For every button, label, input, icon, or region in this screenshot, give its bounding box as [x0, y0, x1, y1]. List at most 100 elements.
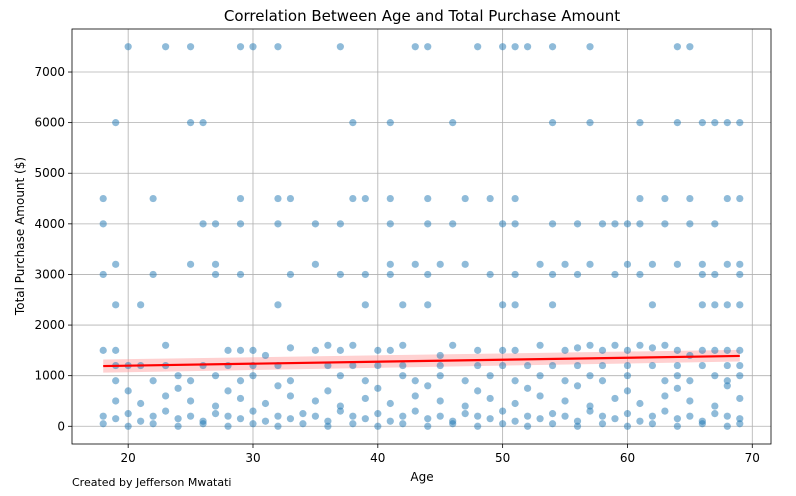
data-point: [499, 220, 507, 228]
data-point: [349, 412, 357, 420]
data-point: [586, 43, 594, 51]
data-point: [499, 361, 507, 370]
data-point: [673, 119, 681, 127]
data-point: [686, 194, 694, 203]
data-point: [686, 43, 694, 51]
data-point: [511, 43, 519, 51]
data-point: [736, 301, 744, 309]
data-point: [199, 220, 207, 228]
data-point: [548, 270, 557, 279]
data-point: [124, 43, 132, 51]
data-point: [374, 361, 382, 370]
y-tick-label: 0: [57, 419, 65, 433]
data-point: [424, 43, 432, 51]
plot-frame: [71, 28, 772, 445]
data-point: [286, 392, 295, 400]
data-point: [436, 361, 444, 370]
data-point: [461, 260, 469, 268]
data-point: [598, 346, 607, 354]
data-point: [736, 372, 744, 380]
data-point: [336, 346, 344, 354]
data-point: [112, 260, 120, 268]
data-point: [686, 412, 694, 420]
data-point: [686, 397, 694, 405]
data-point: [548, 410, 557, 418]
data-point: [186, 119, 195, 127]
data-point: [236, 394, 245, 403]
data-point: [536, 372, 544, 380]
data-point: [349, 341, 357, 349]
data-point: [99, 220, 107, 228]
data-point: [673, 384, 681, 392]
data-point: [149, 412, 157, 420]
data-point: [636, 399, 644, 408]
data-point: [573, 361, 582, 370]
data-point: [436, 412, 444, 420]
data-point: [698, 361, 706, 370]
data-point: [149, 420, 157, 428]
data-point: [424, 382, 432, 390]
data-point: [336, 43, 344, 51]
data-point: [386, 220, 394, 228]
data-point: [623, 260, 632, 268]
data-point: [536, 392, 544, 400]
data-point: [174, 415, 182, 423]
data-point: [386, 399, 394, 408]
data-point: [211, 260, 220, 268]
data-point: [224, 387, 232, 395]
data-point: [124, 410, 132, 418]
credit-annotation: Created by Jefferson Mwatati: [72, 476, 231, 489]
data-point: [249, 407, 257, 415]
data-point: [461, 402, 469, 410]
data-point: [124, 387, 132, 395]
data-point: [224, 412, 232, 420]
data-point: [648, 420, 657, 428]
data-point: [211, 372, 220, 380]
data-point: [449, 341, 457, 349]
data-point: [598, 412, 607, 420]
data-point: [411, 377, 419, 385]
data-point: [723, 361, 731, 370]
data-point: [611, 394, 619, 403]
data-point: [311, 346, 320, 354]
data-point: [736, 194, 744, 203]
y-tick-label: 4000: [34, 217, 65, 231]
data-point: [286, 194, 295, 203]
data-point: [449, 119, 457, 127]
data-point: [174, 384, 182, 392]
data-point: [548, 43, 557, 51]
data-point: [486, 270, 494, 279]
data-point: [711, 346, 719, 354]
data-point: [286, 270, 295, 279]
data-point: [561, 397, 569, 405]
data-point: [186, 260, 195, 268]
data-point: [723, 377, 731, 385]
data-point: [561, 412, 569, 420]
data-point: [623, 410, 632, 418]
data-point: [661, 392, 669, 400]
data-point: [561, 377, 569, 385]
data-point: [112, 301, 120, 309]
data-point: [636, 417, 644, 425]
data-point: [486, 415, 494, 423]
data-point: [499, 346, 507, 354]
data-point: [736, 270, 744, 279]
data-point: [499, 301, 507, 309]
data-point: [386, 119, 394, 127]
data-point: [586, 402, 594, 410]
data-point: [548, 420, 557, 428]
data-point: [611, 220, 619, 228]
data-point: [586, 407, 594, 415]
data-point: [573, 382, 582, 390]
data-point: [511, 301, 519, 309]
data-point: [386, 194, 394, 203]
data-point: [449, 420, 457, 428]
data-point: [648, 260, 657, 268]
data-point: [249, 420, 257, 428]
data-point: [523, 361, 532, 370]
data-point: [186, 412, 195, 420]
data-point: [686, 351, 694, 360]
data-point: [661, 194, 669, 203]
data-point: [162, 407, 170, 415]
